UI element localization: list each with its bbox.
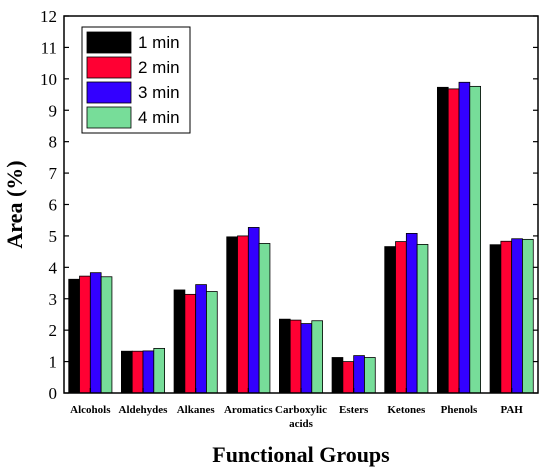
x-category-label: Alkanes bbox=[177, 404, 216, 416]
bar-carboxylic-acids-1-min bbox=[278, 318, 291, 394]
bar-aldehydes-1-min bbox=[121, 350, 133, 394]
plot-frame bbox=[63, 15, 539, 394]
bar-aromatics-4-min bbox=[258, 243, 271, 394]
x-axis-category-labels: Alcohols Aldehydes Alkanes Aromatics Carboxy… bbox=[70, 388, 523, 430]
y-tick-label: 0 bbox=[49, 384, 58, 403]
y-tick-label: 10 bbox=[40, 70, 57, 89]
bar-carboxylic-acids-4-min bbox=[311, 320, 323, 394]
legend-label: 4 min bbox=[138, 108, 180, 127]
y-axis-title: Area (%) bbox=[2, 160, 27, 248]
x-category-label: PAH bbox=[500, 404, 523, 416]
bar-esters-1-min bbox=[331, 357, 344, 394]
bar-phenols-3-min bbox=[458, 81, 471, 394]
y-tick-label: 8 bbox=[49, 133, 58, 152]
bar-alcohols-1-min bbox=[68, 278, 80, 394]
y-tick-label: 6 bbox=[49, 196, 58, 215]
bar-pah-3-min bbox=[511, 238, 523, 394]
bar-alcohols-2-min bbox=[79, 275, 91, 394]
bar-pah-1-min bbox=[489, 244, 502, 394]
x-category-label: Esters bbox=[339, 404, 369, 416]
x-category-label: Alcohols bbox=[70, 404, 111, 416]
bar-alkanes-2-min bbox=[184, 293, 197, 394]
y-tick-label: 12 bbox=[40, 7, 57, 26]
bar-phenols-4-min bbox=[469, 85, 481, 394]
x-axis-title: Functional Groups bbox=[212, 442, 390, 467]
bar-phenols-2-min bbox=[447, 88, 460, 394]
bar-esters-3-min bbox=[353, 355, 365, 394]
legend-swatch bbox=[86, 56, 132, 79]
x-category-label: Phenols bbox=[441, 404, 478, 416]
bar-phenols-1-min bbox=[436, 86, 449, 394]
bar-carboxylic-acids-3-min bbox=[300, 323, 313, 394]
bar-pah-4-min bbox=[522, 238, 534, 394]
x-category-label: Carboxylic acids bbox=[275, 404, 327, 430]
y-tick-label: 7 bbox=[49, 164, 58, 183]
bar-ketones-3-min bbox=[405, 233, 418, 394]
x-category-label: Ketones bbox=[387, 404, 426, 416]
bar-alkanes-3-min bbox=[195, 284, 207, 394]
x-category-label: Aromatics bbox=[224, 404, 273, 416]
bar-alkanes-4-min bbox=[206, 291, 218, 394]
bar-carboxylic-acids-2-min bbox=[289, 319, 302, 394]
y-tick-label: 9 bbox=[49, 101, 58, 120]
bar-alcohols-3-min bbox=[89, 272, 102, 394]
y-tick-label: 2 bbox=[49, 321, 58, 340]
bar-aromatics-3-min bbox=[247, 227, 260, 394]
y-tick-label: 4 bbox=[49, 258, 58, 277]
legend-swatch bbox=[86, 31, 132, 54]
bar-alkanes-1-min bbox=[173, 289, 186, 394]
legend: 1 min 2 min 3 min 4 min bbox=[81, 26, 191, 134]
legend-swatch bbox=[86, 81, 132, 104]
bar-aldehydes-3-min bbox=[142, 350, 155, 394]
legend-label: 3 min bbox=[138, 83, 180, 102]
bar-aldehydes-2-min bbox=[131, 350, 144, 394]
y-tick-label: 1 bbox=[49, 353, 58, 372]
bar-esters-4-min bbox=[364, 357, 376, 394]
bar-alcohols-4-min bbox=[100, 276, 113, 394]
bars-layer bbox=[68, 81, 534, 394]
bar-aromatics-1-min bbox=[226, 236, 238, 394]
legend-swatch bbox=[86, 106, 132, 129]
x-category-label: Aldehydes bbox=[119, 404, 169, 416]
bar-esters-2-min bbox=[342, 361, 355, 394]
legend-label: 2 min bbox=[138, 58, 180, 77]
bar-ketones-4-min bbox=[416, 243, 429, 394]
bar-ketones-2-min bbox=[395, 241, 407, 394]
y-tick-label: 5 bbox=[49, 227, 58, 246]
bar-aromatics-2-min bbox=[237, 235, 249, 394]
bar-pah-2-min bbox=[500, 240, 513, 394]
y-tick-label: 11 bbox=[41, 38, 57, 57]
y-tick-label: 3 bbox=[49, 290, 58, 309]
bar-aldehydes-4-min bbox=[153, 347, 166, 394]
legend-label: 1 min bbox=[138, 33, 180, 52]
bar-ketones-1-min bbox=[384, 246, 396, 394]
